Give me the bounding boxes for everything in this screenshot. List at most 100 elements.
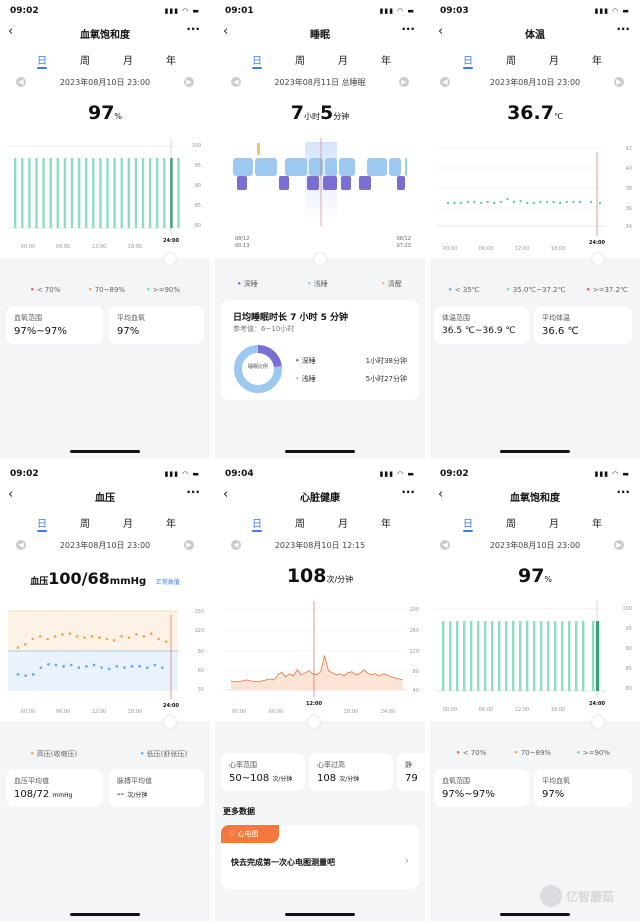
tab-day[interactable]: 日 — [252, 519, 262, 530]
card-value: 97%~97% — [442, 789, 495, 800]
y-tick-label: 80 — [626, 686, 632, 692]
tab-year[interactable]: 年 — [381, 56, 391, 67]
back-icon[interactable]: ‹ — [438, 487, 444, 502]
tab-year[interactable]: 年 — [166, 56, 176, 67]
ecg-card[interactable]: ♡ 心电图 快去完成第一次心电图测量吧 › — [221, 825, 419, 889]
diastolic-point — [31, 673, 35, 676]
spo2-value: 97 — [87, 102, 115, 124]
prev-arrow-icon[interactable]: ◀ — [231, 540, 241, 550]
x-tick-label-current: 24:00 — [589, 701, 605, 707]
tab-year[interactable]: 年 — [592, 56, 602, 67]
scroll-knob[interactable] — [163, 715, 177, 729]
more-icon[interactable]: ··· — [616, 22, 630, 36]
next-arrow-icon[interactable]: ▶ — [614, 77, 624, 87]
prev-arrow-icon[interactable]: ◀ — [231, 77, 241, 87]
systolic-point — [16, 646, 20, 649]
prev-arrow-icon[interactable]: ◀ — [440, 540, 450, 550]
status-bar: 09:02 ▮▮▮ ◠ ▬ — [0, 6, 210, 20]
scroll-knob[interactable] — [313, 252, 327, 266]
systolic-point — [24, 643, 27, 646]
status-icons: ▮▮▮ ◠ ▬ — [594, 7, 630, 15]
legend-mid: • 35.0℃~37.2℃ — [506, 286, 566, 294]
home-indicator — [285, 450, 355, 453]
light-sleep-segment — [285, 158, 307, 176]
donut-label: 睡眠比例 — [248, 363, 268, 370]
date-row: ◀ 2023年08月10日 12:15 — [215, 540, 425, 552]
tab-year[interactable]: 年 — [166, 519, 176, 530]
tab-week[interactable]: 周 — [506, 519, 516, 530]
back-icon[interactable]: ‹ — [8, 487, 14, 502]
prev-arrow-icon[interactable]: ◀ — [16, 540, 26, 550]
systolic-point — [68, 632, 72, 635]
more-icon[interactable]: ··· — [616, 485, 630, 499]
page-title: 心脏健康 — [300, 493, 340, 504]
temperature-point — [446, 201, 450, 205]
tab-underline — [37, 530, 47, 532]
heart-pulse-icon: ♡ — [229, 830, 236, 838]
prev-arrow-icon[interactable]: ◀ — [440, 77, 450, 87]
nav-bar: ‹ 血压 ··· — [0, 485, 210, 505]
page-title: 体温 — [525, 30, 545, 41]
tab-day[interactable]: 日 — [37, 56, 47, 67]
more-icon[interactable]: ··· — [186, 485, 200, 499]
tab-day[interactable]: 日 — [252, 56, 262, 67]
tab-day[interactable]: 日 — [37, 519, 47, 530]
tab-year[interactable]: 年 — [592, 519, 602, 530]
tab-month[interactable]: 月 — [338, 56, 348, 67]
tab-week[interactable]: 周 — [80, 519, 90, 530]
tab-month[interactable]: 月 — [338, 519, 348, 530]
more-icon[interactable]: ··· — [186, 22, 200, 36]
tab-day[interactable]: 日 — [463, 56, 473, 67]
tab-month[interactable]: 月 — [123, 519, 133, 530]
deep-sleep-segment — [279, 176, 289, 190]
card-value: 36.6 ℃ — [542, 326, 579, 337]
scroll-knob[interactable] — [163, 252, 177, 266]
tab-month[interactable]: 月 — [549, 56, 559, 67]
tab-year[interactable]: 年 — [381, 519, 391, 530]
temperature-point — [519, 199, 522, 203]
back-icon[interactable]: ‹ — [438, 24, 444, 39]
date-row: ◀ 2023年08月10日 23:00 ▶ — [0, 77, 210, 89]
y-tick-label: 150 — [194, 609, 204, 615]
prev-arrow-icon[interactable]: ◀ — [16, 77, 26, 87]
date-label: 2023年08月10日 23:00 — [59, 541, 151, 550]
spo2-bar — [540, 621, 543, 691]
back-icon[interactable]: ‹ — [8, 24, 14, 39]
status-time: 09:04 — [225, 469, 254, 479]
tab-week[interactable]: 周 — [295, 56, 305, 67]
temperature-point — [493, 201, 496, 205]
phone-blood-pressure: 09:02 ▮▮▮ ◠ ▬ ‹ 血压 ··· 日 周 月 年 ◀ 2023年08… — [0, 463, 210, 921]
scroll-knob[interactable] — [591, 715, 605, 729]
next-arrow-icon[interactable]: ▶ — [399, 77, 409, 87]
next-arrow-icon[interactable]: ▶ — [184, 77, 194, 87]
y-tick-label: 120 — [194, 628, 204, 634]
status-bar: 09:03 ▮▮▮ ◠ ▬ — [430, 6, 640, 20]
temperature-value: 36.7 — [507, 102, 554, 124]
back-icon[interactable]: ‹ — [223, 24, 229, 39]
date-row: ◀ 2023年08月10日 23:00 ▶ — [430, 77, 640, 89]
temperature-point — [572, 200, 575, 204]
more-icon[interactable]: ··· — [401, 22, 415, 36]
next-arrow-icon[interactable]: ▶ — [614, 540, 624, 550]
tab-month[interactable]: 月 — [123, 56, 133, 67]
y-tick-label: 95 — [626, 626, 632, 632]
more-icon[interactable]: ··· — [401, 485, 415, 499]
scroll-knob[interactable] — [307, 715, 321, 729]
scroll-knob[interactable] — [591, 252, 605, 266]
diastolic-point — [62, 665, 65, 668]
tab-week[interactable]: 周 — [506, 56, 516, 67]
page-title: 睡眠 — [310, 30, 330, 41]
temperature-chart: 42 40 38 36 34 00:00 06:00 12:00 18:00 2… — [436, 146, 632, 252]
temperature-point — [589, 200, 593, 204]
next-arrow-icon[interactable]: ▶ — [184, 540, 194, 550]
status-time: 09:01 — [225, 6, 254, 16]
tab-month[interactable]: 月 — [549, 519, 559, 530]
back-icon[interactable]: ‹ — [223, 487, 229, 502]
heart-rate-line — [230, 655, 403, 683]
awake-segment — [257, 143, 260, 155]
spo2-bar — [596, 621, 599, 691]
tab-day[interactable]: 日 — [463, 519, 473, 530]
chevron-right-icon[interactable]: › — [404, 854, 409, 867]
tab-week[interactable]: 周 — [80, 56, 90, 67]
tab-week[interactable]: 周 — [295, 519, 305, 530]
